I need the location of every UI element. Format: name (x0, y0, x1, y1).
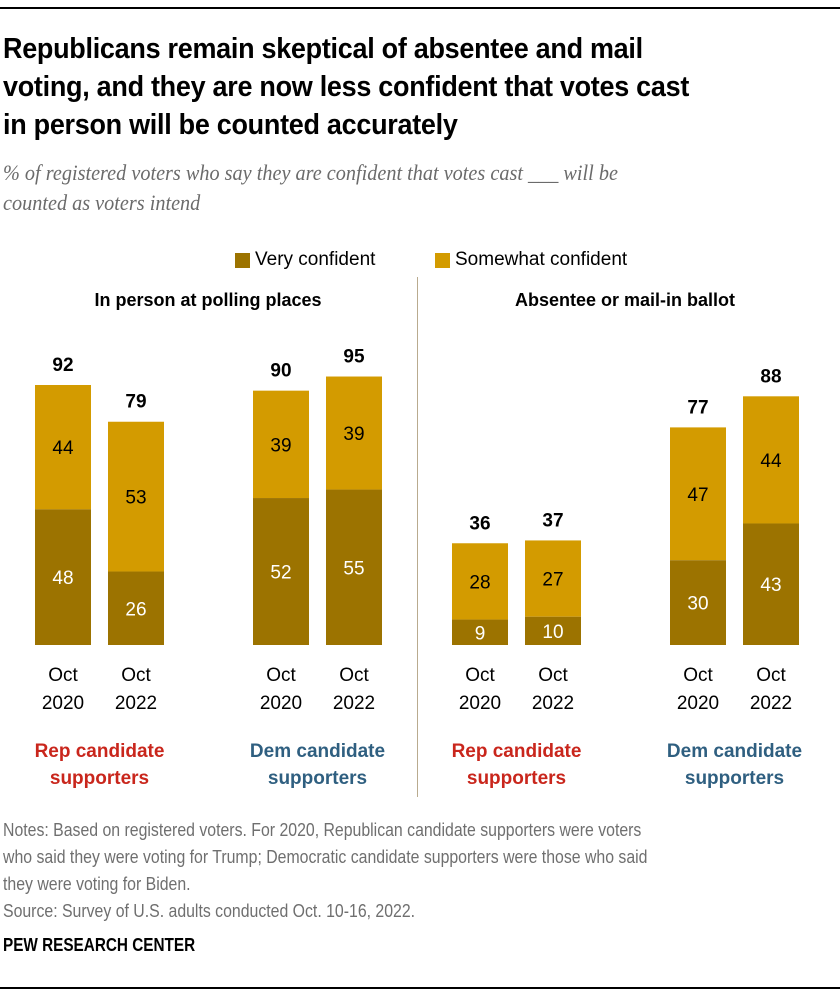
x-tick-label: 2022 (532, 693, 574, 714)
data-label-total: 88 (760, 366, 781, 387)
legend-label: Somewhat confident (455, 249, 628, 270)
bar-segment-somewhat-confident (452, 543, 508, 620)
chart-title: Republicans remain skeptical of absentee… (3, 30, 840, 144)
data-label-somewhat-confident: 44 (52, 438, 74, 459)
x-tick-label: Oct (538, 665, 568, 686)
legend-item-very-confident: Very confident (235, 249, 375, 271)
x-tick-label: Oct (121, 665, 151, 686)
data-label-total: 95 (343, 347, 365, 368)
group-label: Dem candidate (250, 741, 385, 762)
bar-segment-very-confident (35, 509, 91, 645)
x-tick-label: Oct (683, 665, 713, 686)
data-label-somewhat-confident: 39 (343, 424, 364, 445)
note-line: who said they were voting for Trump; Dem… (3, 847, 648, 867)
x-tick-label: 2022 (333, 693, 375, 714)
group-label: supporters (685, 768, 784, 789)
x-tick-label: Oct (756, 665, 786, 686)
bar-segment-somewhat-confident (525, 540, 581, 617)
data-label-somewhat-confident: 53 (125, 488, 146, 509)
data-label-total: 79 (125, 392, 146, 413)
group-label: supporters (50, 768, 149, 789)
data-label-total: 37 (542, 510, 563, 531)
bar-segment-very-confident (452, 619, 508, 645)
note-line: Notes: Based on registered voters. For 2… (3, 820, 642, 840)
group-label: Rep candidate (452, 741, 582, 762)
data-label-very-confident: 52 (270, 563, 291, 584)
group-label: Dem candidate (667, 741, 802, 762)
legend-swatch-very-confident (235, 252, 250, 268)
data-label-somewhat-confident: 28 (469, 572, 490, 593)
data-label-somewhat-confident: 44 (760, 451, 782, 472)
legend-item-somewhat-confident: Somewhat confident (435, 249, 627, 271)
bottom-rule (0, 987, 840, 989)
panel-title: Absentee or mail-in ballot (515, 290, 735, 310)
chart-notes: Notes: Based on registered voters. For 2… (3, 817, 795, 925)
data-label-somewhat-confident: 39 (270, 435, 291, 456)
x-tick-label: 2020 (42, 693, 84, 714)
data-label-total: 90 (270, 361, 291, 382)
data-label-total: 77 (687, 397, 708, 418)
title-line: Republicans remain skeptical of absentee… (3, 33, 643, 65)
legend: Very confident Somewhat confident (0, 249, 840, 273)
x-tick-label: Oct (266, 665, 296, 686)
x-tick-label: 2020 (459, 693, 501, 714)
source-line: Source: Survey of U.S. adults conducted … (3, 901, 416, 921)
bar-segment-somewhat-confident (326, 376, 382, 490)
bar-segment-very-confident (108, 571, 164, 645)
bar-segment-somewhat-confident (670, 427, 726, 561)
top-rule (0, 7, 840, 9)
data-label-very-confident: 30 (687, 594, 708, 615)
data-label-somewhat-confident: 27 (542, 570, 563, 591)
data-label-very-confident: 55 (343, 558, 364, 579)
data-label-total: 36 (469, 513, 490, 534)
bar-segment-very-confident (670, 560, 726, 645)
legend-swatch-somewhat-confident (435, 252, 450, 268)
title-line: voting, and they are now less confident … (3, 71, 690, 103)
data-label-total: 92 (52, 355, 73, 376)
data-label-very-confident: 48 (52, 568, 73, 589)
subtitle-line: counted as voters intend (3, 190, 201, 215)
x-tick-label: Oct (465, 665, 495, 686)
x-tick-label: 2022 (115, 693, 157, 714)
bar-segment-very-confident (525, 616, 581, 645)
x-tick-label: Oct (48, 665, 78, 686)
brand-logo-text: PEW RESEARCH CENTER (3, 935, 196, 955)
x-tick-label: 2020 (677, 693, 719, 714)
bar-segment-very-confident (253, 498, 309, 645)
bar-segment-somewhat-confident (743, 396, 799, 524)
group-label: supporters (268, 768, 367, 789)
bar-segment-somewhat-confident (253, 390, 309, 499)
bar-segment-somewhat-confident (35, 385, 91, 510)
x-tick-label: Oct (339, 665, 369, 686)
bar-segment-very-confident (326, 489, 382, 645)
note-line: they were voting for Biden. (3, 874, 191, 894)
data-label-very-confident: 10 (542, 622, 563, 643)
title-line: in person will be counted accurately (3, 109, 458, 141)
group-label: supporters (467, 768, 566, 789)
subtitle-line: % of registered voters who say they are … (3, 160, 618, 185)
group-label: Rep candidate (35, 741, 165, 762)
chart-subtitle: % of registered voters who say they are … (3, 158, 831, 218)
bar-segment-somewhat-confident (108, 421, 164, 572)
data-label-very-confident: 43 (760, 575, 781, 596)
x-tick-label: 2022 (750, 693, 792, 714)
bar-segment-very-confident (743, 523, 799, 645)
x-tick-label: 2020 (260, 693, 302, 714)
data-label-very-confident: 26 (125, 599, 146, 620)
data-label-somewhat-confident: 47 (687, 485, 708, 506)
data-label-very-confident: 9 (475, 623, 486, 644)
panel-title: In person at polling places (94, 290, 321, 310)
legend-label: Very confident (255, 249, 376, 270)
